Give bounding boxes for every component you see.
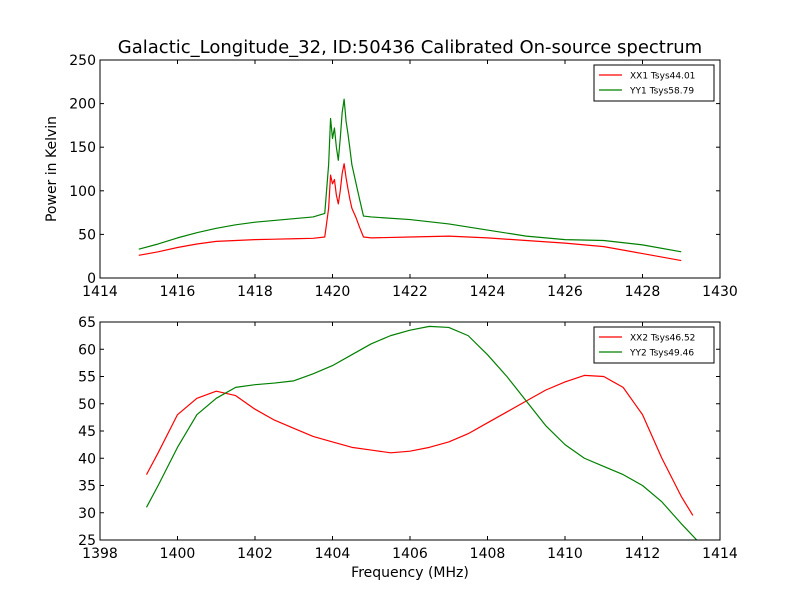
x-tick-label: 1420 [315, 284, 351, 300]
x-tick-label: 1414 [702, 546, 738, 562]
x-tick-label: 1416 [160, 284, 196, 300]
y-tick-label: 200 [69, 97, 96, 113]
x-tick-label: 1408 [470, 546, 506, 562]
y-axis-label: Power in Kelvin [44, 116, 60, 222]
legend-box [593, 64, 715, 102]
y-tick-label: 45 [78, 424, 96, 440]
y-tick-label: 35 [78, 479, 96, 495]
series-line-2 [145, 325, 698, 540]
series-line-1 [145, 374, 694, 516]
y-tick-label: 50 [78, 227, 96, 243]
series-line-1 [138, 163, 682, 262]
x-tick-label: 1400 [160, 546, 196, 562]
x-tick-label: 1426 [547, 284, 583, 300]
y-tick-label: 30 [78, 506, 96, 522]
x-tick-label: 1404 [315, 546, 351, 562]
x-tick-label: 1402 [237, 546, 273, 562]
y-tick-label: 0 [87, 271, 96, 287]
chart-title: Galactic_Longitude_32, ID:50436 Calibrat… [118, 37, 702, 58]
x-axis-label: Frequency (MHz) [351, 565, 469, 581]
legend-label: XX1 Tsys44.01 [630, 72, 695, 82]
y-tick-label: 40 [78, 451, 96, 467]
legend: XX1 Tsys44.01 YY1 Tsys58.79 [593, 64, 715, 102]
upper-panel: 1414 1416 1418 1420 1422 1424 1426 1428 1430 0 50 1… [44, 53, 738, 300]
y-tick-label: 100 [69, 184, 96, 200]
y-tick-label: 250 [69, 53, 96, 69]
series-line-2 [138, 98, 682, 253]
y-tick-label: 65 [78, 315, 96, 331]
x-tick-label: 1422 [392, 284, 428, 300]
legend-label: YY2 Tsys49.46 [629, 349, 694, 359]
x-tick-label: 1428 [625, 284, 661, 300]
x-tick-label: 1412 [625, 546, 661, 562]
x-tick-label: 1424 [470, 284, 506, 300]
x-tick-label: 1406 [392, 546, 428, 562]
x-tick-label: 1414 [82, 284, 118, 300]
x-tick-label: 1430 [702, 284, 738, 300]
lower-panel: 1398 1400 1402 1404 1406 1408 1410 1412 1414 25 30… [78, 315, 738, 581]
legend-label: YY1 Tsys58.79 [629, 87, 694, 97]
legend-label: XX2 Tsys46.52 [630, 334, 695, 344]
y-tick-label: 60 [78, 342, 96, 358]
y-tick-label: 150 [69, 140, 96, 156]
y-tick-label: 25 [78, 533, 96, 549]
legend-box [593, 326, 715, 364]
y-tick-label: 55 [78, 370, 96, 386]
legend: XX2 Tsys46.52 YY2 Tsys49.46 [593, 326, 715, 364]
y-tick-label: 50 [78, 397, 96, 413]
x-tick-label: 1418 [237, 284, 273, 300]
x-tick-label: 1398 [82, 546, 118, 562]
x-tick-label: 1410 [547, 546, 583, 562]
